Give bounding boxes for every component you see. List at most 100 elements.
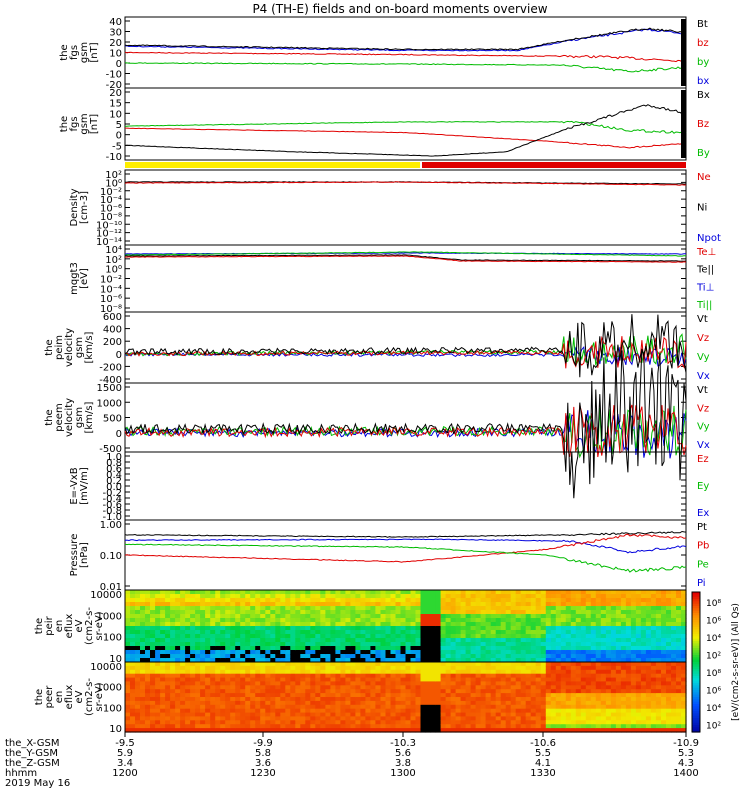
spectrogram-cell <box>265 685 271 690</box>
spectrogram-cell <box>595 662 602 667</box>
spectrogram-cell <box>620 606 627 611</box>
spectrogram-cell <box>365 614 371 619</box>
spectrogram-cell <box>555 618 562 623</box>
spectrogram-cell <box>200 626 206 631</box>
spectrogram-cell <box>150 626 156 631</box>
spectrogram-cell <box>255 669 261 675</box>
spectrogram-cell <box>245 708 251 714</box>
spectrogram-cell <box>580 720 587 725</box>
spectrogram-cell <box>625 642 632 647</box>
spectrogram-cell <box>575 598 582 603</box>
y-tick-label: 0.4 <box>106 470 122 481</box>
spectrogram-cell <box>380 689 387 694</box>
spectrogram-cell <box>130 712 136 718</box>
spectrogram-cell <box>165 646 171 651</box>
spectrogram-cell <box>390 622 397 627</box>
spectrogram-cell <box>550 712 557 718</box>
spectrogram-cell <box>170 610 176 615</box>
spectrogram-cell <box>485 716 492 721</box>
spectrogram-cell <box>570 638 577 643</box>
spectrogram-cell <box>425 720 432 725</box>
spectrogram-cell <box>681 642 687 647</box>
spectrogram-cell <box>666 646 672 651</box>
spectrogram-cell <box>270 646 276 651</box>
spectrogram-cell <box>445 689 452 694</box>
spectrogram-cell <box>280 700 286 706</box>
spectrogram-cell <box>315 728 321 733</box>
y-tick-label: 0 <box>116 429 122 440</box>
spectrogram-cell <box>630 665 637 671</box>
spectrogram-cell <box>535 716 542 721</box>
spectrogram-cell <box>150 646 156 651</box>
spectrogram-cell <box>495 704 502 710</box>
y-axis-label: the <box>59 116 70 132</box>
spectrogram-cell <box>300 626 306 631</box>
spectrogram-cell <box>520 638 527 643</box>
spectrogram-cell <box>495 614 502 619</box>
spectrogram-cell <box>455 590 462 595</box>
spectrogram-cell <box>280 689 286 694</box>
spectrogram-cell <box>240 646 246 651</box>
spectrogram-cell <box>640 590 647 595</box>
spectrogram-cell <box>160 646 166 651</box>
spectrogram-cell <box>620 658 627 663</box>
y-axis-label: [km/s] <box>84 331 95 363</box>
spectrogram-cell <box>505 630 512 635</box>
spectrogram-cell <box>170 646 176 651</box>
spectrogram-cell <box>555 606 562 611</box>
spectrogram-cell <box>125 614 131 619</box>
spectrogram-cell <box>555 590 562 595</box>
spectrogram-cell <box>300 618 306 623</box>
spectrogram-cell <box>681 677 687 683</box>
spectrogram-cell <box>535 598 542 603</box>
spectrogram-cell <box>330 724 336 729</box>
spectrogram-cell <box>395 654 402 659</box>
spectrogram-cell <box>440 665 447 671</box>
spectrogram-cell <box>220 700 226 706</box>
spectrogram-cell <box>405 654 412 659</box>
spectrogram-cell <box>155 658 161 663</box>
spectrogram-cell <box>435 724 442 729</box>
spectrogram-cell <box>190 602 196 607</box>
spectrogram-cell <box>310 594 316 599</box>
spectrogram-cell <box>410 665 417 671</box>
spectrogram-cell <box>410 622 417 627</box>
spectrogram-cell <box>375 693 381 698</box>
spectrogram-cell <box>255 708 261 714</box>
spectrogram-cell <box>320 673 326 679</box>
spectrogram-cell <box>130 590 136 595</box>
spectrogram-cell <box>290 665 296 671</box>
spectrogram-cell <box>235 622 241 627</box>
spectrogram-cell <box>681 658 687 663</box>
spectrogram-cell <box>245 618 251 623</box>
spectrogram-cell <box>130 669 136 675</box>
spectrogram-cell <box>565 610 572 615</box>
spectrogram-cell <box>305 724 311 729</box>
spectrogram-cell <box>380 712 387 718</box>
spectrogram-cell <box>370 594 376 599</box>
spectrogram-cell <box>395 598 402 603</box>
y-tick-label: 600 <box>103 312 122 323</box>
spectrogram-cell <box>540 677 547 683</box>
spectrogram-cell <box>320 697 326 702</box>
spectrogram-cell <box>210 634 216 639</box>
spectrogram-cell <box>570 685 577 690</box>
spectrogram-cell <box>580 724 587 729</box>
spectrogram-cell <box>620 618 627 623</box>
spectrogram-cell <box>485 673 492 679</box>
spectrogram-cell <box>540 685 547 690</box>
spectrogram-cell <box>435 700 442 706</box>
spectrogram-cell <box>310 685 316 690</box>
spectrogram-cell <box>240 618 246 623</box>
spectrogram-cell <box>125 610 131 615</box>
spectrogram-cell <box>345 646 351 651</box>
spectrogram-cell <box>205 673 211 679</box>
colorbar-tick-label: 10⁴ <box>706 634 721 644</box>
spectrogram-cell <box>500 716 507 721</box>
x-row-value: 3.8 <box>395 758 411 769</box>
spectrogram-cell <box>320 618 326 623</box>
spectrogram-cell <box>280 634 286 639</box>
spectrogram-cell <box>530 685 537 690</box>
spectrogram-cell <box>205 598 211 603</box>
spectrogram-cell <box>410 606 417 611</box>
